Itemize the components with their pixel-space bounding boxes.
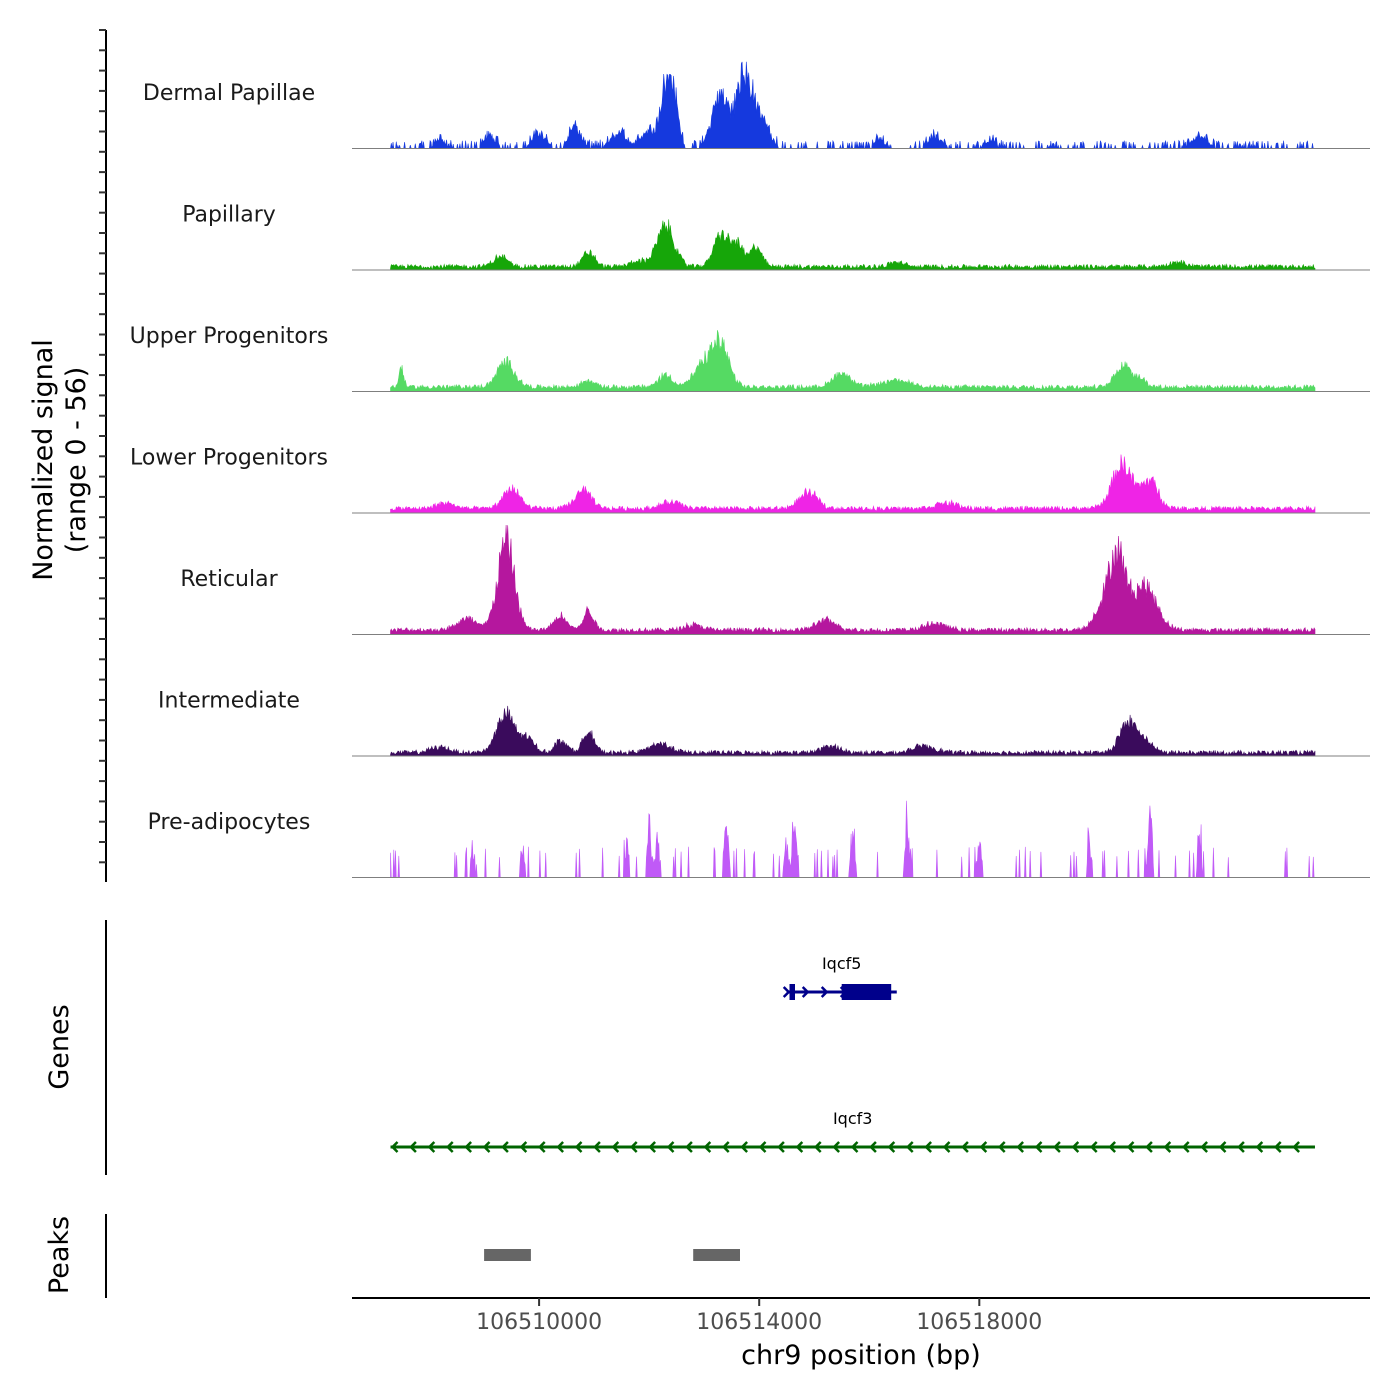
- track-pre-adipocytes: Pre-adipocytes: [148, 800, 1370, 878]
- strand-arrow: [519, 1141, 528, 1153]
- strand-arrow: [979, 1141, 988, 1153]
- coverage-tracks: Dermal Papillae Papillary Upper Progenitor…: [130, 61, 1370, 878]
- exon: [789, 984, 795, 1000]
- coverage-area: [390, 800, 1315, 878]
- strand-arrow: [795, 1141, 804, 1153]
- strand-arrow: [703, 1141, 712, 1153]
- strand-arrow: [1089, 1141, 1098, 1153]
- peak-region: [693, 1249, 740, 1261]
- track-label: Pre-adipocytes: [148, 810, 311, 835]
- genes-axis-title: Genes: [44, 1004, 75, 1089]
- track-label: Reticular: [180, 567, 278, 592]
- gene-track: Iqcf5 Iqcf3: [390, 954, 1315, 1153]
- strand-arrow: [427, 1141, 436, 1153]
- track-intermediate: Intermediate: [158, 689, 1370, 757]
- peak-region: [484, 1249, 531, 1261]
- track-lower-progenitors: Lower Progenitors: [130, 446, 1370, 514]
- strand-arrow: [1181, 1141, 1190, 1153]
- strand-arrow: [648, 1141, 657, 1153]
- strand-arrow: [820, 986, 829, 998]
- coverage-area: [390, 524, 1316, 635]
- strand-arrow: [1273, 1141, 1282, 1153]
- track-label: Intermediate: [158, 689, 300, 714]
- strand-arrow: [832, 1141, 841, 1153]
- strand-arrow: [813, 1141, 822, 1153]
- strand-arrow: [1071, 1141, 1080, 1153]
- track-upper-progenitors: Upper Progenitors: [130, 324, 1370, 392]
- exon: [841, 984, 892, 1000]
- strand-arrow: [1237, 1141, 1245, 1153]
- strand-arrow: [1034, 1141, 1043, 1153]
- track-papillary: Papillary: [182, 203, 1370, 271]
- strand-arrow: [1292, 1141, 1301, 1153]
- strand-arrow: [1108, 1141, 1117, 1153]
- coverage-area: [390, 705, 1316, 757]
- gene-label: Iqcf5: [822, 954, 861, 973]
- peak-track: [484, 1249, 740, 1261]
- strand-arrow: [1145, 1141, 1153, 1153]
- strand-arrow: [666, 1141, 675, 1153]
- gene-iqcf5: Iqcf5: [782, 954, 897, 1000]
- strand-arrow: [777, 1141, 785, 1153]
- track-reticular: Reticular: [180, 524, 1370, 635]
- track-label: Papillary: [182, 203, 276, 228]
- x-axis-ticks: 106510000 106514000 106518000: [476, 1298, 1042, 1335]
- strand-arrow: [464, 1141, 473, 1153]
- strand-arrow: [611, 1141, 620, 1153]
- strand-arrow: [782, 986, 791, 998]
- strand-arrow: [574, 1141, 583, 1153]
- coverage-area: [390, 219, 1316, 271]
- strand-arrow: [629, 1141, 638, 1153]
- coverage-area: [390, 454, 1316, 514]
- strand-arrow: [850, 1141, 859, 1153]
- track-label: Upper Progenitors: [130, 324, 329, 349]
- strand-arrow: [1053, 1141, 1061, 1153]
- strand-arrow: [445, 1141, 454, 1153]
- strand-arrow: [537, 1141, 546, 1153]
- x-tick-label: 106518000: [916, 1310, 1042, 1335]
- strand-arrow: [997, 1141, 1006, 1153]
- strand-arrow: [905, 1141, 914, 1153]
- peaks-axis-title: Peaks: [44, 1216, 75, 1294]
- signal-axis-ticks: [99, 29, 106, 864]
- strand-arrow: [740, 1141, 749, 1153]
- strand-arrow: [1016, 1141, 1025, 1153]
- signal-axis-title-line2: (range 0 - 56): [61, 367, 92, 554]
- track-label: Lower Progenitors: [130, 446, 328, 471]
- strand-arrow: [482, 1141, 491, 1153]
- strand-arrow: [1163, 1141, 1172, 1153]
- x-tick-label: 106510000: [476, 1310, 602, 1335]
- strand-arrow: [961, 1141, 969, 1153]
- x-tick-label: 106514000: [696, 1310, 822, 1335]
- strand-arrow: [501, 1141, 509, 1153]
- coverage-area: [390, 61, 1315, 150]
- strand-arrow: [1200, 1141, 1209, 1153]
- strand-arrow: [685, 1141, 693, 1153]
- x-axis-title: chr9 position (bp): [741, 1340, 981, 1371]
- strand-arrow: [556, 1141, 565, 1153]
- strand-arrow: [1255, 1141, 1264, 1153]
- strand-arrow: [942, 1141, 951, 1153]
- strand-arrow: [593, 1141, 601, 1153]
- coverage-area: [390, 330, 1316, 392]
- strand-arrow: [1218, 1141, 1227, 1153]
- gene-label: Iqcf3: [833, 1109, 872, 1128]
- strand-arrow: [887, 1141, 896, 1153]
- track-label: Dermal Papillae: [143, 81, 315, 106]
- strand-arrow: [924, 1141, 933, 1153]
- strand-arrow: [390, 1141, 399, 1153]
- signal-axis-title-line1: Normalized signal: [28, 339, 59, 581]
- strand-arrow: [721, 1141, 730, 1153]
- strand-arrow: [1126, 1141, 1135, 1153]
- gene-iqcf3: Iqcf3: [390, 1109, 1315, 1153]
- strand-arrow: [758, 1141, 767, 1153]
- strand-arrow: [801, 986, 810, 998]
- strand-arrow: [409, 1141, 417, 1153]
- track-dermal-papillae: Dermal Papillae: [143, 61, 1370, 150]
- strand-arrow: [869, 1141, 877, 1153]
